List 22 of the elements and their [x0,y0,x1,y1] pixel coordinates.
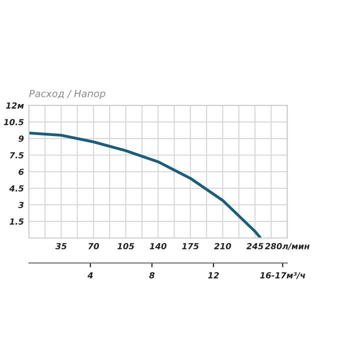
y-tick-label: 12м [6,102,24,109]
line-series [28,132,262,238]
y-tick-label: 7.5 [10,152,24,158]
x-tick-label: 105 [117,243,134,250]
y-tick-label: 1.5 [10,218,24,225]
x2-tick-label: 8 [149,272,155,278]
y-tick-label: 4.5 [9,185,24,192]
x-tick-label: 175 [182,243,199,250]
y-tick-label: 9 [18,136,24,142]
y-tick-label: 10.5 [4,118,24,126]
chart-title: Расход / Напор [29,90,106,100]
x-tick-label: 210 [214,243,232,250]
y-tick-label: 3 [18,202,24,208]
y-tick-label: 6 [18,168,24,175]
x-tick-label: 140 [150,243,166,250]
x-tick-label: 280л/мин [264,243,310,250]
x-tick-label: 70 [88,243,99,250]
x-tick-label: 245 [246,243,264,250]
x-tick-label: 35 [55,243,67,250]
x2-tick-label: 4 [88,272,93,278]
x2-tick-label: 12 [208,272,219,278]
x2-tick-label: 16-17м³/ч [260,272,306,280]
